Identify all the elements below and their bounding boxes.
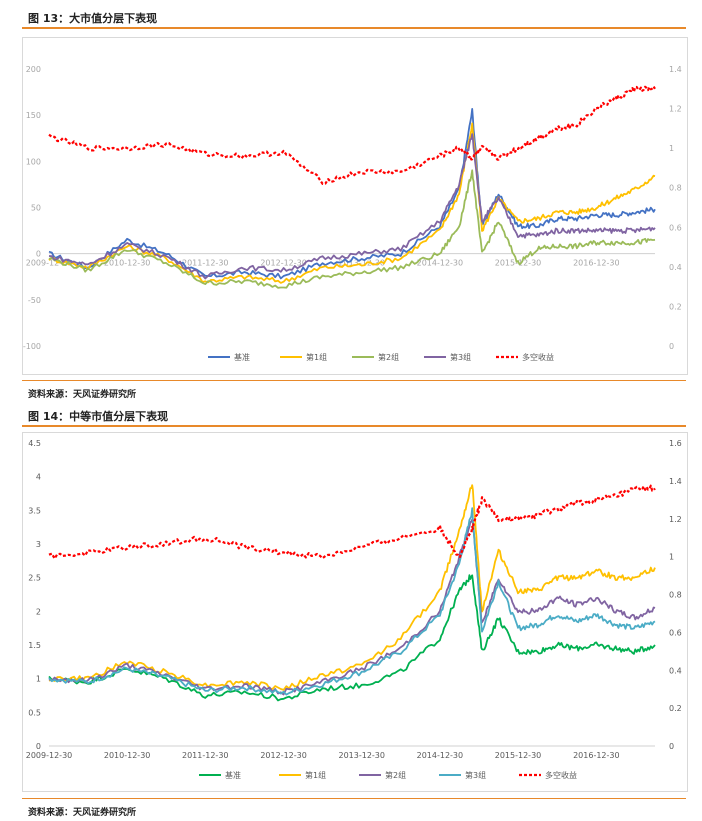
legend-label: 第2组 (378, 352, 399, 362)
y-tick-right: 0.2 (669, 302, 682, 311)
x-tick: 2013-12-30 (338, 751, 385, 760)
y-tick-right: 0.4 (669, 666, 682, 675)
figure-14-top-rule (22, 425, 686, 427)
figure-14-title: 图 14：中等市值分层下表现 (28, 410, 169, 423)
y-tick-left: 0 (36, 250, 41, 259)
x-tick: 2010-12-30 (104, 751, 151, 760)
y-tick-right: 0 (669, 742, 674, 751)
x-tick: 2015-12-30 (495, 751, 542, 760)
y-tick-right: 1.4 (669, 65, 682, 74)
figure-13-source: 资料来源：天风证券研究所 (28, 390, 137, 400)
legend-label: 基准 (234, 352, 250, 362)
y-tick-left: 0 (36, 742, 41, 751)
y-tick-right: 1.2 (669, 105, 682, 114)
y-tick-left: 150 (26, 111, 41, 120)
series-line-0 (48, 108, 656, 280)
legend-label: 第2组 (385, 770, 406, 780)
y-tick-left: -50 (28, 296, 41, 305)
y-tick-left: 0.5 (28, 708, 41, 717)
y-tick-right: 0.4 (669, 263, 682, 272)
legend-label: 多空收益 (522, 352, 554, 362)
x-tick: 2012-12-30 (260, 259, 307, 268)
x-tick: 2013-12-30 (338, 259, 385, 268)
y-tick-left: 3.5 (28, 506, 41, 515)
y-tick-left: 3 (36, 540, 41, 549)
y-tick-right: 0.6 (669, 223, 682, 232)
y-tick-left: 100 (26, 157, 41, 166)
x-tick: 2014-12-30 (417, 751, 464, 760)
y-tick-right: 0.6 (669, 628, 682, 637)
y-tick-right: 1.6 (669, 439, 682, 448)
figure-13-bottom-rule (22, 380, 686, 381)
x-tick: 2016-12-30 (573, 751, 620, 760)
x-tick: 2014-12-30 (417, 259, 464, 268)
y-tick-left: 1.5 (28, 641, 41, 650)
x-tick: 2010-12-30 (104, 259, 151, 268)
y-tick-right: 1 (669, 553, 674, 562)
figure-14-source: 资料来源：天风证券研究所 (28, 808, 137, 818)
figure-13-title: 图 13：大市值分层下表现 (28, 12, 158, 25)
y-tick-right: 1 (669, 144, 674, 153)
y-tick-right: 1.2 (669, 515, 682, 524)
series-line-1 (48, 484, 656, 691)
y-tick-left: 4.5 (28, 439, 41, 448)
x-tick: 2009-12-30 (26, 751, 73, 760)
x-tick: 2009-12-30 (26, 259, 73, 268)
figure-14-panel: 4.5 4 3.5 3 2.5 2 1.5 1 0.5 0 1.6 1.4 1.2 1 0.8 0.6 0.4 0… (22, 432, 688, 792)
series-line-1 (48, 122, 656, 284)
legend-label: 多空收益 (545, 770, 577, 780)
chart-13: 200150100500-50-1001.41.210.80.60.40.202… (23, 65, 682, 362)
y-tick-left: 200 (26, 65, 41, 74)
y-tick-left: 2.5 (28, 574, 41, 583)
series-line-2 (48, 518, 656, 696)
x-tick: 2016-12-30 (573, 259, 620, 268)
figure-14-bottom-rule (22, 798, 686, 799)
series-line-3 (48, 133, 656, 280)
y-tick-right: 0.8 (669, 184, 682, 193)
y-tick-right: 0.8 (669, 591, 682, 600)
y-tick-left: -100 (23, 342, 41, 351)
x-tick: 2011-12-30 (182, 259, 229, 268)
x-tick: 2011-12-30 (182, 751, 229, 760)
x-tick: 2012-12-30 (260, 751, 307, 760)
y-tick-left: 2 (36, 607, 41, 616)
y-tick-right: 1.4 (669, 477, 682, 486)
y-tick-left: 4 (36, 473, 41, 482)
y-tick-left: 50 (31, 204, 41, 213)
series-line-3 (48, 507, 656, 696)
series-line-2 (48, 169, 656, 289)
legend-label: 第1组 (306, 352, 327, 362)
legend-label: 第1组 (305, 770, 326, 780)
series-line-4 (48, 484, 656, 560)
y-tick-right: 0 (669, 342, 674, 351)
chart-14: 4.5 4 3.5 3 2.5 2 1.5 1 0.5 0 1.6 1.4 1.2 1 0.8 0.6 0.4 0… (26, 439, 682, 780)
series-line-0 (48, 574, 656, 702)
y-tick-right: 0.2 (669, 704, 682, 713)
legend-label: 基准 (225, 770, 241, 780)
legend-label: 第3组 (450, 352, 471, 362)
figure-13-top-rule (22, 27, 686, 29)
y-tick-left: 1 (36, 675, 41, 684)
series-line-4 (48, 85, 656, 185)
legend-label: 第3组 (465, 770, 486, 780)
figure-13-panel: 200 150 100 50 0 -50 -100 1.4 1.2 1 0.8 0.6 0.4 0.2 0 2… (22, 37, 688, 375)
